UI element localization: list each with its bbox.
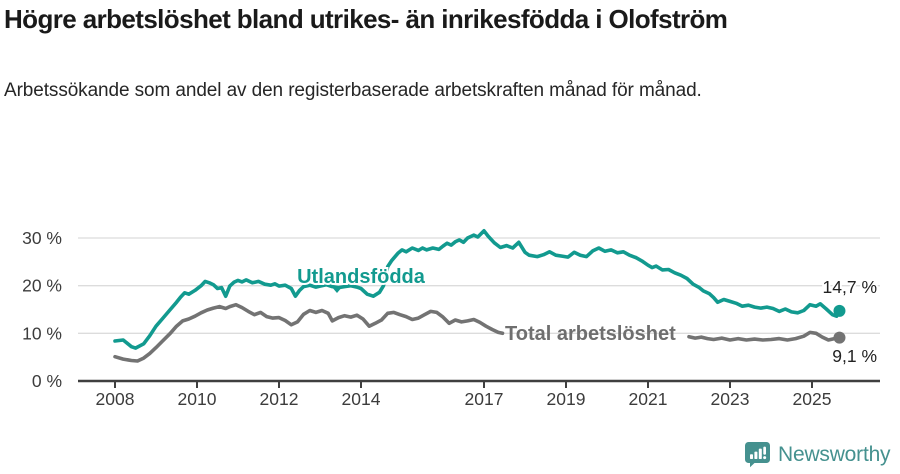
x-tick-label: 2025	[793, 389, 832, 409]
series-label-pointer-utlandsfodda	[331, 286, 343, 293]
y-tick-label: 20 %	[22, 276, 62, 296]
series-line-utlandsfodda	[113, 229, 842, 350]
x-tick-label: 2014	[342, 389, 381, 409]
end-value-utlandsfodda: 14,7 %	[823, 277, 877, 297]
y-tick-label: 0 %	[32, 371, 62, 391]
newsworthy-logo: Newsworthy	[744, 441, 891, 468]
y-tick-label: 30 %	[22, 228, 62, 248]
chart-title: Högre arbetslöshet bland utrikes- än inr…	[4, 4, 728, 34]
x-tick-label: 2021	[629, 389, 668, 409]
newsworthy-speech-bubble-chart-icon	[745, 442, 770, 468]
end-dot-utlandsfodda	[833, 304, 846, 317]
x-tick-label: 2017	[465, 389, 504, 409]
y-tick-label: 10 %	[22, 323, 62, 343]
x-tick-label: 2010	[178, 389, 217, 409]
end-value-total: 9,1 %	[832, 346, 877, 366]
label-utlandsfodda: Utlandsfödda	[297, 266, 426, 288]
x-tick-label: 2012	[260, 389, 299, 409]
label-total: Total arbetslöshet	[505, 323, 676, 345]
x-tick-label: 2023	[711, 389, 750, 409]
chart-subtitle: Arbetssökande som andel av den registerb…	[4, 79, 702, 101]
series-line-total	[113, 302, 505, 363]
x-tick-label: 2008	[96, 389, 135, 409]
brand-name: Newsworthy	[778, 442, 891, 466]
chart-header: Högre arbetslöshet bland utrikes- än inr…	[4, 2, 890, 106]
end-dot-total	[833, 331, 846, 344]
x-tick-label: 2019	[547, 389, 586, 409]
series-line-total	[687, 330, 842, 342]
